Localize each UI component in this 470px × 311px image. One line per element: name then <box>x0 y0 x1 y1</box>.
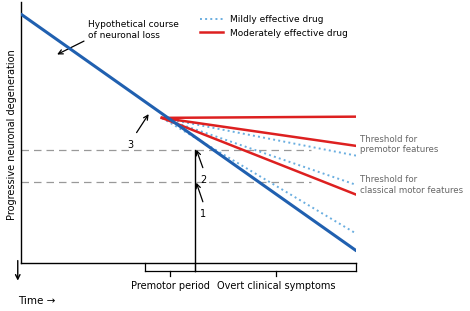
Y-axis label: Progressive neuronal degeneration: Progressive neuronal degeneration <box>7 49 17 220</box>
Text: 1: 1 <box>200 209 206 219</box>
Text: Overt clinical symptoms: Overt clinical symptoms <box>217 281 335 291</box>
Text: Threshold for
classical motor features: Threshold for classical motor features <box>360 175 463 195</box>
Legend: Mildly effective drug, Moderately effective drug: Mildly effective drug, Moderately effect… <box>197 12 352 41</box>
Text: Time →: Time → <box>18 296 55 306</box>
Text: 3: 3 <box>127 140 133 150</box>
Text: 2: 2 <box>200 175 207 185</box>
Text: Premotor period: Premotor period <box>131 281 210 291</box>
Text: Threshold for
premotor features: Threshold for premotor features <box>360 135 438 154</box>
Text: Hypothetical course
of neuronal loss: Hypothetical course of neuronal loss <box>88 21 179 40</box>
